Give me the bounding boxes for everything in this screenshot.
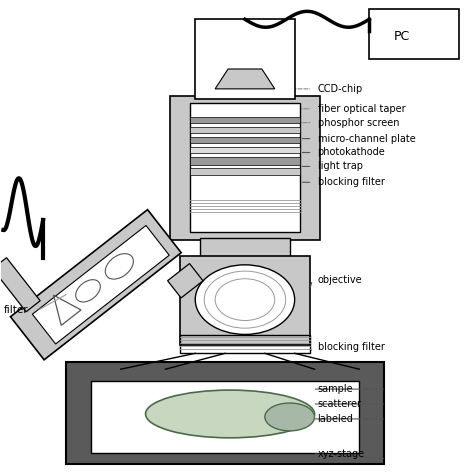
Polygon shape — [10, 210, 181, 360]
Bar — [200, 238, 290, 258]
Text: light trap: light trap — [318, 162, 363, 172]
Text: PC: PC — [394, 30, 410, 43]
Bar — [180, 336, 310, 353]
Bar — [180, 256, 310, 346]
Polygon shape — [215, 69, 275, 89]
Bar — [195, 19, 295, 99]
Bar — [369, 9, 459, 59]
Polygon shape — [168, 264, 203, 298]
Bar — [190, 137, 300, 143]
Bar — [190, 117, 300, 123]
Text: blocking filter: blocking filter — [318, 177, 384, 187]
Bar — [190, 127, 300, 133]
Bar — [66, 362, 384, 464]
Text: sample: sample — [318, 384, 353, 394]
Text: labeled: labeled — [318, 414, 354, 424]
Bar — [190, 103, 300, 232]
Ellipse shape — [146, 390, 315, 438]
Text: blocking filter: blocking filter — [318, 342, 384, 352]
Ellipse shape — [265, 403, 315, 431]
Text: micro-channel plate: micro-channel plate — [318, 134, 415, 144]
Text: CCD-chip: CCD-chip — [318, 84, 363, 94]
Bar — [91, 381, 359, 453]
Ellipse shape — [105, 254, 133, 279]
Text: scatterer: scatterer — [318, 399, 362, 409]
Text: filter: filter — [3, 305, 28, 315]
Bar — [190, 146, 300, 154]
Bar — [190, 168, 300, 175]
Text: phosphor screen: phosphor screen — [318, 118, 399, 128]
Ellipse shape — [195, 265, 295, 335]
Text: fiber optical taper: fiber optical taper — [318, 104, 405, 114]
Bar — [190, 157, 300, 165]
Polygon shape — [0, 258, 40, 312]
Ellipse shape — [76, 280, 100, 302]
Polygon shape — [32, 226, 169, 344]
Bar — [170, 96, 319, 240]
Text: xyz-stage: xyz-stage — [318, 449, 365, 459]
Text: objective: objective — [318, 275, 362, 285]
Text: photokathode: photokathode — [318, 147, 385, 157]
